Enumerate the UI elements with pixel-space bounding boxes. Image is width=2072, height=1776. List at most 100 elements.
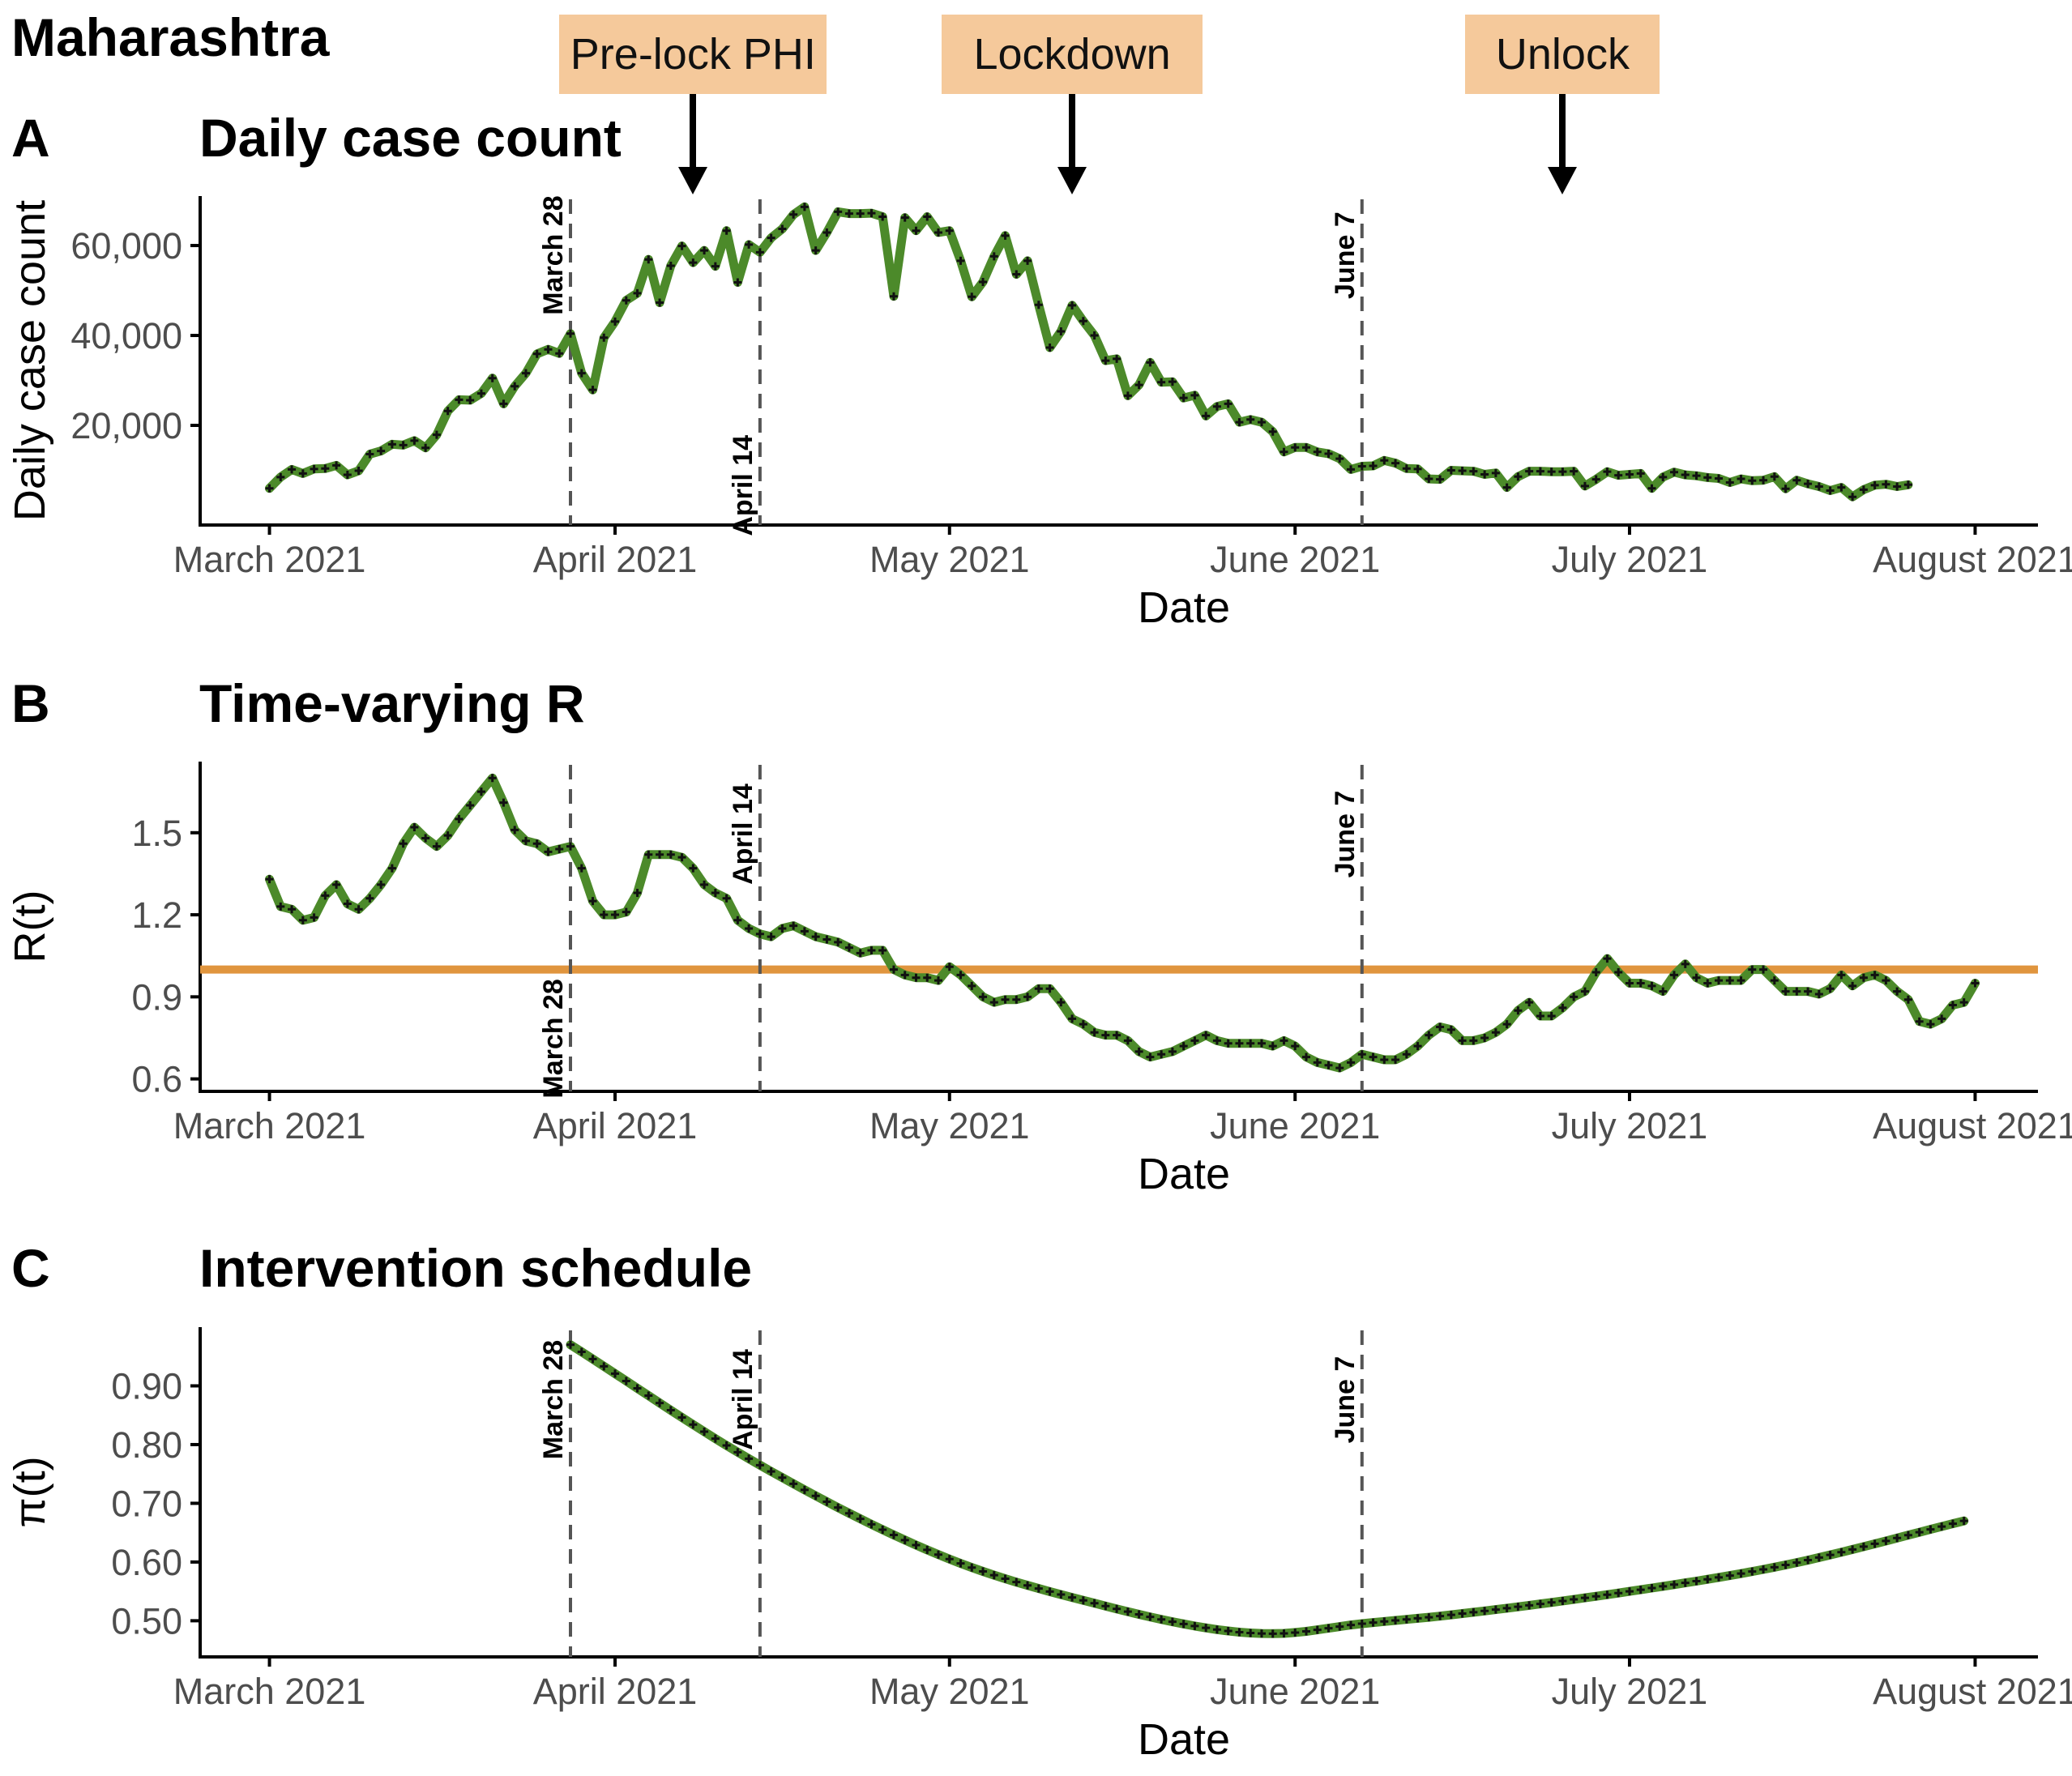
data-point bbox=[1202, 1031, 1211, 1040]
data-point bbox=[566, 842, 575, 851]
data-point bbox=[1413, 1614, 1422, 1623]
data-point bbox=[1425, 1613, 1433, 1622]
data-point bbox=[1157, 1615, 1166, 1624]
annotation-arrow-3 bbox=[1559, 94, 1566, 169]
data-point bbox=[1436, 1022, 1445, 1031]
data-point bbox=[1792, 987, 1801, 996]
data-point bbox=[1101, 356, 1110, 365]
data-point bbox=[1893, 482, 1902, 491]
data-point bbox=[722, 1441, 731, 1450]
data-point bbox=[1759, 965, 1768, 974]
data-point bbox=[1591, 475, 1600, 484]
data-point bbox=[1814, 1553, 1823, 1562]
data-point bbox=[466, 395, 475, 404]
data-point bbox=[1837, 1548, 1846, 1556]
annotation-box-1: Pre-lock PHI bbox=[559, 15, 827, 94]
data-point bbox=[968, 292, 976, 301]
data-point bbox=[1280, 1629, 1288, 1637]
data-point bbox=[1291, 443, 1300, 452]
data-point bbox=[476, 788, 485, 796]
data-point bbox=[1502, 1020, 1511, 1029]
y-tick-label: 1.5 bbox=[131, 813, 182, 854]
data-point bbox=[745, 240, 754, 249]
data-point bbox=[1123, 391, 1132, 400]
data-point bbox=[1580, 987, 1589, 996]
data-point bbox=[867, 209, 876, 218]
data-point bbox=[1045, 344, 1054, 352]
data-point bbox=[1157, 1050, 1166, 1059]
data-point bbox=[298, 916, 307, 924]
data-point bbox=[1291, 1628, 1300, 1637]
data-point bbox=[844, 209, 853, 218]
data-point bbox=[834, 937, 843, 946]
data-point bbox=[1280, 447, 1288, 456]
x-tick-label: July 2021 bbox=[1552, 1671, 1708, 1712]
data-point bbox=[1491, 1605, 1500, 1614]
data-point bbox=[1948, 1001, 1957, 1010]
data-point bbox=[1347, 465, 1356, 474]
data-point bbox=[867, 946, 876, 954]
data-point bbox=[1614, 967, 1623, 976]
data-point bbox=[600, 1362, 609, 1371]
data-point bbox=[1402, 464, 1411, 473]
panel-c-letter: C bbox=[11, 1238, 50, 1298]
data-point bbox=[1625, 979, 1634, 988]
data-point bbox=[588, 386, 597, 395]
data-point bbox=[778, 224, 787, 233]
data-point bbox=[1023, 1581, 1032, 1590]
data-point bbox=[1692, 973, 1701, 982]
data-point bbox=[800, 203, 809, 211]
data-point bbox=[276, 902, 285, 911]
data-point bbox=[979, 1567, 988, 1576]
data-point bbox=[1190, 1621, 1199, 1630]
data-point bbox=[622, 296, 630, 305]
data-point bbox=[1636, 979, 1645, 988]
data-point bbox=[1268, 1042, 1277, 1051]
data-point bbox=[1425, 475, 1433, 484]
data-point bbox=[811, 933, 820, 941]
data-point bbox=[1168, 1047, 1177, 1056]
data-point bbox=[1079, 1020, 1087, 1029]
data-point bbox=[1302, 1627, 1310, 1636]
data-point bbox=[1959, 1517, 1968, 1526]
data-point bbox=[989, 252, 998, 261]
data-point bbox=[1001, 1574, 1010, 1583]
y-tick-label: 20,000 bbox=[70, 405, 182, 446]
data-point bbox=[1202, 1624, 1211, 1633]
data-point bbox=[1134, 1610, 1143, 1619]
data-point bbox=[566, 1340, 575, 1349]
data-point bbox=[1113, 1031, 1121, 1040]
data-point bbox=[1291, 1042, 1300, 1051]
data-point bbox=[822, 935, 831, 944]
data-point bbox=[1168, 378, 1177, 386]
panel-b: March 2021 April 2021 May 2021 June 2021 Jul… bbox=[6, 762, 2072, 1198]
data-point bbox=[577, 1347, 586, 1356]
panel-c: March 2021 April 2021 May 2021 June 2021 Jul… bbox=[6, 1327, 2072, 1764]
data-point bbox=[410, 436, 419, 445]
data-point bbox=[834, 1503, 843, 1512]
data-point bbox=[1190, 1036, 1199, 1045]
data-point bbox=[1168, 1617, 1177, 1626]
panel-b-letter: B bbox=[11, 673, 50, 733]
data-point bbox=[1090, 1028, 1099, 1037]
data-point bbox=[1703, 1575, 1712, 1584]
data-point bbox=[1302, 443, 1310, 452]
data-point bbox=[1591, 1592, 1600, 1601]
data-point bbox=[1146, 1052, 1155, 1061]
data-point bbox=[677, 853, 686, 862]
data-point bbox=[1391, 1055, 1400, 1064]
data-point bbox=[1826, 984, 1835, 993]
data-point bbox=[1179, 1042, 1188, 1051]
data-point bbox=[644, 850, 653, 859]
annotation-box-2: Lockdown bbox=[942, 15, 1203, 94]
data-point bbox=[700, 246, 709, 255]
data-point bbox=[1737, 976, 1745, 985]
data-point bbox=[321, 464, 330, 473]
data-point bbox=[1647, 484, 1656, 493]
data-point bbox=[1715, 976, 1724, 985]
data-point bbox=[1179, 394, 1188, 403]
data-point bbox=[666, 262, 675, 271]
data-point bbox=[979, 993, 988, 1001]
data-point bbox=[1134, 1047, 1143, 1056]
data-point bbox=[755, 929, 764, 938]
